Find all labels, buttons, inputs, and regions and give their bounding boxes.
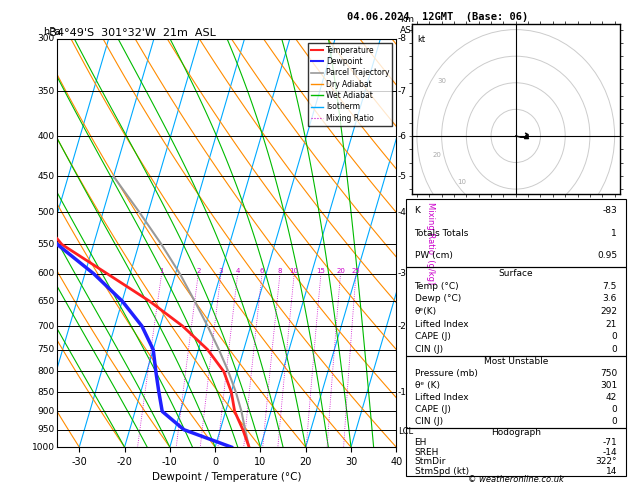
Text: CIN (J): CIN (J) bbox=[415, 345, 443, 354]
Text: 3: 3 bbox=[219, 268, 223, 274]
Text: 700: 700 bbox=[38, 322, 55, 330]
Text: K: K bbox=[415, 206, 420, 215]
Text: StmDir: StmDir bbox=[415, 457, 446, 466]
Text: θᵉ(K): θᵉ(K) bbox=[415, 307, 437, 316]
Text: Surface: Surface bbox=[498, 269, 533, 278]
Text: PW (cm): PW (cm) bbox=[415, 251, 452, 260]
Text: 8: 8 bbox=[277, 268, 282, 274]
Text: -3: -3 bbox=[398, 269, 407, 278]
Text: 0: 0 bbox=[611, 345, 617, 354]
Text: 3.6: 3.6 bbox=[603, 295, 617, 303]
Text: 1000: 1000 bbox=[32, 443, 55, 451]
Text: 10: 10 bbox=[290, 268, 299, 274]
Text: 7.5: 7.5 bbox=[603, 281, 617, 291]
Text: 750: 750 bbox=[38, 345, 55, 354]
Text: -2: -2 bbox=[398, 322, 407, 330]
Text: SREH: SREH bbox=[415, 448, 439, 456]
Text: 10: 10 bbox=[457, 179, 466, 185]
Text: 0: 0 bbox=[611, 405, 617, 414]
Text: θᵉ (K): θᵉ (K) bbox=[415, 382, 440, 390]
Text: 800: 800 bbox=[38, 367, 55, 376]
Text: Lifted Index: Lifted Index bbox=[415, 393, 468, 402]
Text: 21: 21 bbox=[606, 320, 617, 329]
Text: 6: 6 bbox=[260, 268, 264, 274]
Text: 1: 1 bbox=[159, 268, 164, 274]
Text: -8: -8 bbox=[398, 35, 407, 43]
Bar bbox=[406, 267, 626, 356]
Text: 20: 20 bbox=[432, 152, 441, 158]
X-axis label: Dewpoint / Temperature (°C): Dewpoint / Temperature (°C) bbox=[152, 472, 301, 483]
Text: -7: -7 bbox=[398, 87, 407, 96]
Text: 14: 14 bbox=[606, 467, 617, 476]
Text: 450: 450 bbox=[38, 172, 55, 181]
Text: Lifted Index: Lifted Index bbox=[415, 320, 468, 329]
Text: 750: 750 bbox=[600, 369, 617, 378]
Text: Totals Totals: Totals Totals bbox=[415, 229, 469, 238]
Text: EH: EH bbox=[415, 438, 427, 447]
Text: 4: 4 bbox=[235, 268, 240, 274]
Text: 350: 350 bbox=[38, 87, 55, 96]
Text: Hodograph: Hodograph bbox=[491, 428, 541, 437]
Text: 0: 0 bbox=[611, 417, 617, 426]
Text: Temp (°C): Temp (°C) bbox=[415, 281, 459, 291]
Text: 15: 15 bbox=[316, 268, 325, 274]
Bar bbox=[406, 428, 626, 476]
Text: LCL: LCL bbox=[398, 427, 413, 436]
Text: 300: 300 bbox=[38, 35, 55, 43]
Text: -34°49'S  301°32'W  21m  ASL: -34°49'S 301°32'W 21m ASL bbox=[47, 28, 216, 38]
Text: 301: 301 bbox=[600, 382, 617, 390]
Text: -6: -6 bbox=[398, 132, 407, 141]
Text: kt: kt bbox=[417, 35, 425, 44]
Text: -14: -14 bbox=[603, 448, 617, 456]
Text: -71: -71 bbox=[603, 438, 617, 447]
Text: km
ASL: km ASL bbox=[399, 16, 416, 35]
Text: 550: 550 bbox=[38, 240, 55, 249]
Text: 500: 500 bbox=[38, 208, 55, 217]
Bar bbox=[406, 356, 626, 428]
Text: 322°: 322° bbox=[596, 457, 617, 466]
Text: 292: 292 bbox=[600, 307, 617, 316]
Text: 0.95: 0.95 bbox=[597, 251, 617, 260]
Bar bbox=[406, 199, 626, 267]
Text: 04.06.2024  12GMT  (Base: 06): 04.06.2024 12GMT (Base: 06) bbox=[347, 12, 528, 22]
Text: Most Unstable: Most Unstable bbox=[484, 357, 548, 366]
Text: hPa: hPa bbox=[43, 27, 61, 37]
Text: CAPE (J): CAPE (J) bbox=[415, 332, 450, 341]
Text: CAPE (J): CAPE (J) bbox=[415, 405, 450, 414]
Legend: Temperature, Dewpoint, Parcel Trajectory, Dry Adiabat, Wet Adiabat, Isotherm, Mi: Temperature, Dewpoint, Parcel Trajectory… bbox=[308, 43, 392, 125]
Text: 0: 0 bbox=[611, 332, 617, 341]
Text: Dewp (°C): Dewp (°C) bbox=[415, 295, 461, 303]
Text: 650: 650 bbox=[38, 296, 55, 306]
Text: 2: 2 bbox=[196, 268, 201, 274]
Text: StmSpd (kt): StmSpd (kt) bbox=[415, 467, 469, 476]
Text: 30: 30 bbox=[437, 78, 446, 84]
Text: Pressure (mb): Pressure (mb) bbox=[415, 369, 477, 378]
Text: 20: 20 bbox=[336, 268, 345, 274]
Text: 900: 900 bbox=[38, 407, 55, 416]
Text: -5: -5 bbox=[398, 172, 407, 181]
Text: 950: 950 bbox=[38, 425, 55, 434]
Text: 1: 1 bbox=[611, 229, 617, 238]
Text: © weatheronline.co.uk: © weatheronline.co.uk bbox=[468, 474, 564, 484]
Text: 25: 25 bbox=[352, 268, 360, 274]
Text: -83: -83 bbox=[603, 206, 617, 215]
Text: 850: 850 bbox=[38, 387, 55, 397]
Text: CIN (J): CIN (J) bbox=[415, 417, 443, 426]
Text: 600: 600 bbox=[38, 269, 55, 278]
Text: 42: 42 bbox=[606, 393, 617, 402]
Text: 400: 400 bbox=[38, 132, 55, 141]
Text: -4: -4 bbox=[398, 208, 407, 217]
Text: -1: -1 bbox=[398, 387, 407, 397]
Text: Mixing Ratio  (g/kg): Mixing Ratio (g/kg) bbox=[426, 202, 435, 284]
